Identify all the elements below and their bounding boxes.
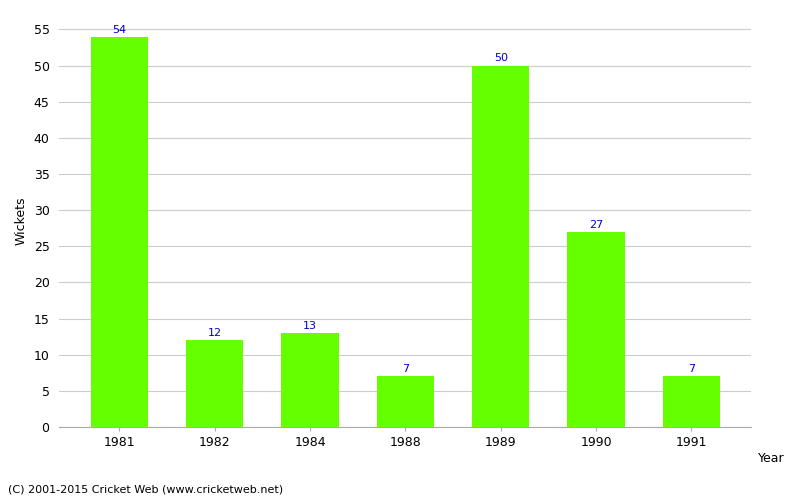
Bar	[282, 333, 338, 427]
Bar	[377, 376, 434, 427]
Bar	[90, 36, 148, 427]
Bar	[662, 376, 720, 427]
Bar	[472, 66, 530, 427]
Text: 12: 12	[208, 328, 222, 338]
Text: 13: 13	[303, 321, 317, 331]
Text: Year: Year	[758, 452, 785, 465]
Bar	[567, 232, 625, 427]
Text: 7: 7	[402, 364, 409, 374]
Bar	[186, 340, 243, 427]
Text: (C) 2001-2015 Cricket Web (www.cricketweb.net): (C) 2001-2015 Cricket Web (www.cricketwe…	[8, 485, 283, 495]
Y-axis label: Wickets: Wickets	[15, 196, 28, 245]
Text: 7: 7	[688, 364, 695, 374]
Text: 27: 27	[589, 220, 603, 230]
Text: 50: 50	[494, 54, 508, 64]
Text: 54: 54	[112, 24, 126, 34]
